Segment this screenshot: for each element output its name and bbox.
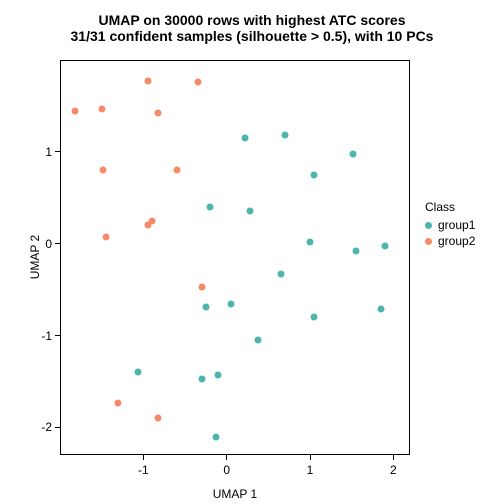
scatter-point-group1 <box>242 135 249 142</box>
scatter-point-group1 <box>277 271 284 278</box>
x-tick-label: -1 <box>138 463 149 477</box>
scatter-point-group2 <box>194 79 201 86</box>
scatter-point-group2 <box>72 107 79 114</box>
x-tick-mark <box>226 455 227 460</box>
x-tick-mark <box>310 455 311 460</box>
legend-item-group2: group2 <box>425 234 475 248</box>
scatter-point-group2 <box>155 110 162 117</box>
scatter-point-group1 <box>247 207 254 214</box>
scatter-point-group1 <box>350 150 357 157</box>
x-tick-label: 1 <box>307 463 314 477</box>
scatter-point-group1 <box>215 372 222 379</box>
y-tick-mark <box>55 335 60 336</box>
scatter-point-group2 <box>155 415 162 422</box>
y-tick-label: 1 <box>30 145 52 159</box>
chart-title: UMAP on 30000 rows with highest ATC scor… <box>0 12 504 44</box>
y-tick-label: -2 <box>30 420 52 434</box>
title-line-1: UMAP on 30000 rows with highest ATC scor… <box>0 12 504 28</box>
scatter-point-group1 <box>282 132 289 139</box>
legend-label-group2: group2 <box>438 234 475 248</box>
scatter-point-group1 <box>377 305 384 312</box>
legend-item-group1: group1 <box>425 218 475 232</box>
y-tick-mark <box>55 243 60 244</box>
scatter-point-group1 <box>307 238 314 245</box>
legend-swatch-group2 <box>425 238 432 245</box>
x-tick-label: 0 <box>223 463 230 477</box>
scatter-point-group2 <box>173 167 180 174</box>
scatter-point-group1 <box>311 314 318 321</box>
scatter-point-group1 <box>134 369 141 376</box>
y-tick-mark <box>55 151 60 152</box>
scatter-point-group1 <box>202 304 209 311</box>
x-axis-label: UMAP 1 <box>60 487 410 501</box>
x-tick-label: 2 <box>390 463 397 477</box>
scatter-point-group1 <box>198 375 205 382</box>
scatter-point-group1 <box>382 243 389 250</box>
x-tick-mark <box>393 455 394 460</box>
legend-swatch-group1 <box>425 222 432 229</box>
scatter-point-group1 <box>227 301 234 308</box>
scatter-point-group2 <box>102 234 109 241</box>
scatter-point-group2 <box>115 399 122 406</box>
scatter-point-group1 <box>212 433 219 440</box>
scatter-point-group1 <box>352 248 359 255</box>
scatter-point-group1 <box>255 337 262 344</box>
legend: Class group1 group2 <box>425 200 475 250</box>
legend-label-group1: group1 <box>438 218 475 232</box>
plot-area <box>60 60 410 455</box>
y-axis-label: UMAP 2 <box>28 227 42 287</box>
scatter-figure: UMAP on 30000 rows with highest ATC scor… <box>0 0 504 504</box>
y-tick-mark <box>55 427 60 428</box>
y-tick-label: 0 <box>30 237 52 251</box>
scatter-point-group2 <box>100 167 107 174</box>
scatter-point-group1 <box>207 203 214 210</box>
scatter-point-group2 <box>144 78 151 85</box>
scatter-point-group1 <box>311 171 318 178</box>
legend-title: Class <box>425 200 475 214</box>
scatter-point-group2 <box>198 283 205 290</box>
x-tick-mark <box>143 455 144 460</box>
scatter-point-group2 <box>98 105 105 112</box>
y-tick-label: -1 <box>30 329 52 343</box>
scatter-point-group2 <box>144 222 151 229</box>
title-line-2: 31/31 confident samples (silhouette > 0.… <box>0 28 504 44</box>
